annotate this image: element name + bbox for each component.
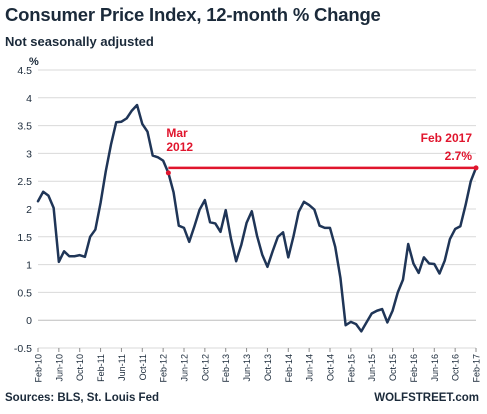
x-tick-label: Jun-16 (430, 354, 440, 382)
x-tick-label: Oct-14 (326, 354, 336, 381)
x-tick-label: Feb-10 (34, 354, 44, 383)
x-tick-label: Feb-13 (221, 354, 231, 383)
y-tick-label: 1 (26, 260, 32, 272)
annotation-end-label: Feb 2017 (421, 131, 473, 145)
x-tick-label: Feb-14 (284, 354, 294, 383)
annotation-marker (165, 170, 171, 176)
x-tick-label: Feb-16 (409, 354, 419, 383)
annotation-end-value: 2.7% (445, 149, 473, 163)
brand-label: WOLFSTREET.com (374, 392, 479, 404)
y-tick-label: 1.5 (17, 232, 32, 244)
x-tick-label: Jun-13 (242, 354, 252, 382)
x-tick-label: Oct-16 (451, 354, 461, 381)
y-tick-label: 2.5 (17, 176, 32, 188)
y-axis-label: % (29, 56, 39, 68)
cpi-series-line (36, 103, 478, 333)
x-tick-label: Oct-13 (263, 354, 273, 381)
x-tick-label: Feb-15 (346, 354, 356, 383)
y-tick-label: 4.5 (17, 65, 32, 77)
y-tick-label: 3.5 (17, 121, 32, 133)
x-tick-label: Feb-12 (159, 354, 169, 383)
y-tick-label: -0.5 (14, 343, 32, 355)
x-tick-label: Oct-12 (200, 354, 210, 381)
x-tick-label: Jun-11 (117, 354, 127, 381)
x-tick-label: Jun-10 (54, 354, 64, 382)
x-tick-label: Jun-12 (180, 354, 190, 382)
x-tick-label: Oct-15 (388, 354, 398, 381)
x-tick-label: Oct-11 (138, 354, 148, 380)
y-tick-label: 2 (26, 204, 32, 216)
y-tick-label: 4 (26, 93, 32, 105)
y-tick-label: 0 (26, 315, 32, 327)
y-tick-label: 3 (26, 148, 32, 160)
x-tick-label: Jun-14 (305, 354, 315, 382)
x-tick-label: Feb-17 (472, 354, 482, 383)
chart-subtitle: Not seasonally adjusted (5, 34, 154, 49)
annotation-start-label: Mar (166, 126, 188, 140)
x-tick-label: Oct-10 (75, 354, 85, 381)
chart-title: Consumer Price Index, 12-month % Change (5, 4, 381, 25)
x-tick-label: Feb-11 (96, 354, 106, 382)
source-note: Sources: BLS, St. Louis Fed (5, 392, 159, 404)
y-tick-label: 0.5 (17, 287, 32, 299)
annotation-start-year: 2012 (166, 140, 193, 154)
x-tick-label: Jun-15 (367, 354, 377, 382)
annotation-marker (473, 165, 479, 171)
